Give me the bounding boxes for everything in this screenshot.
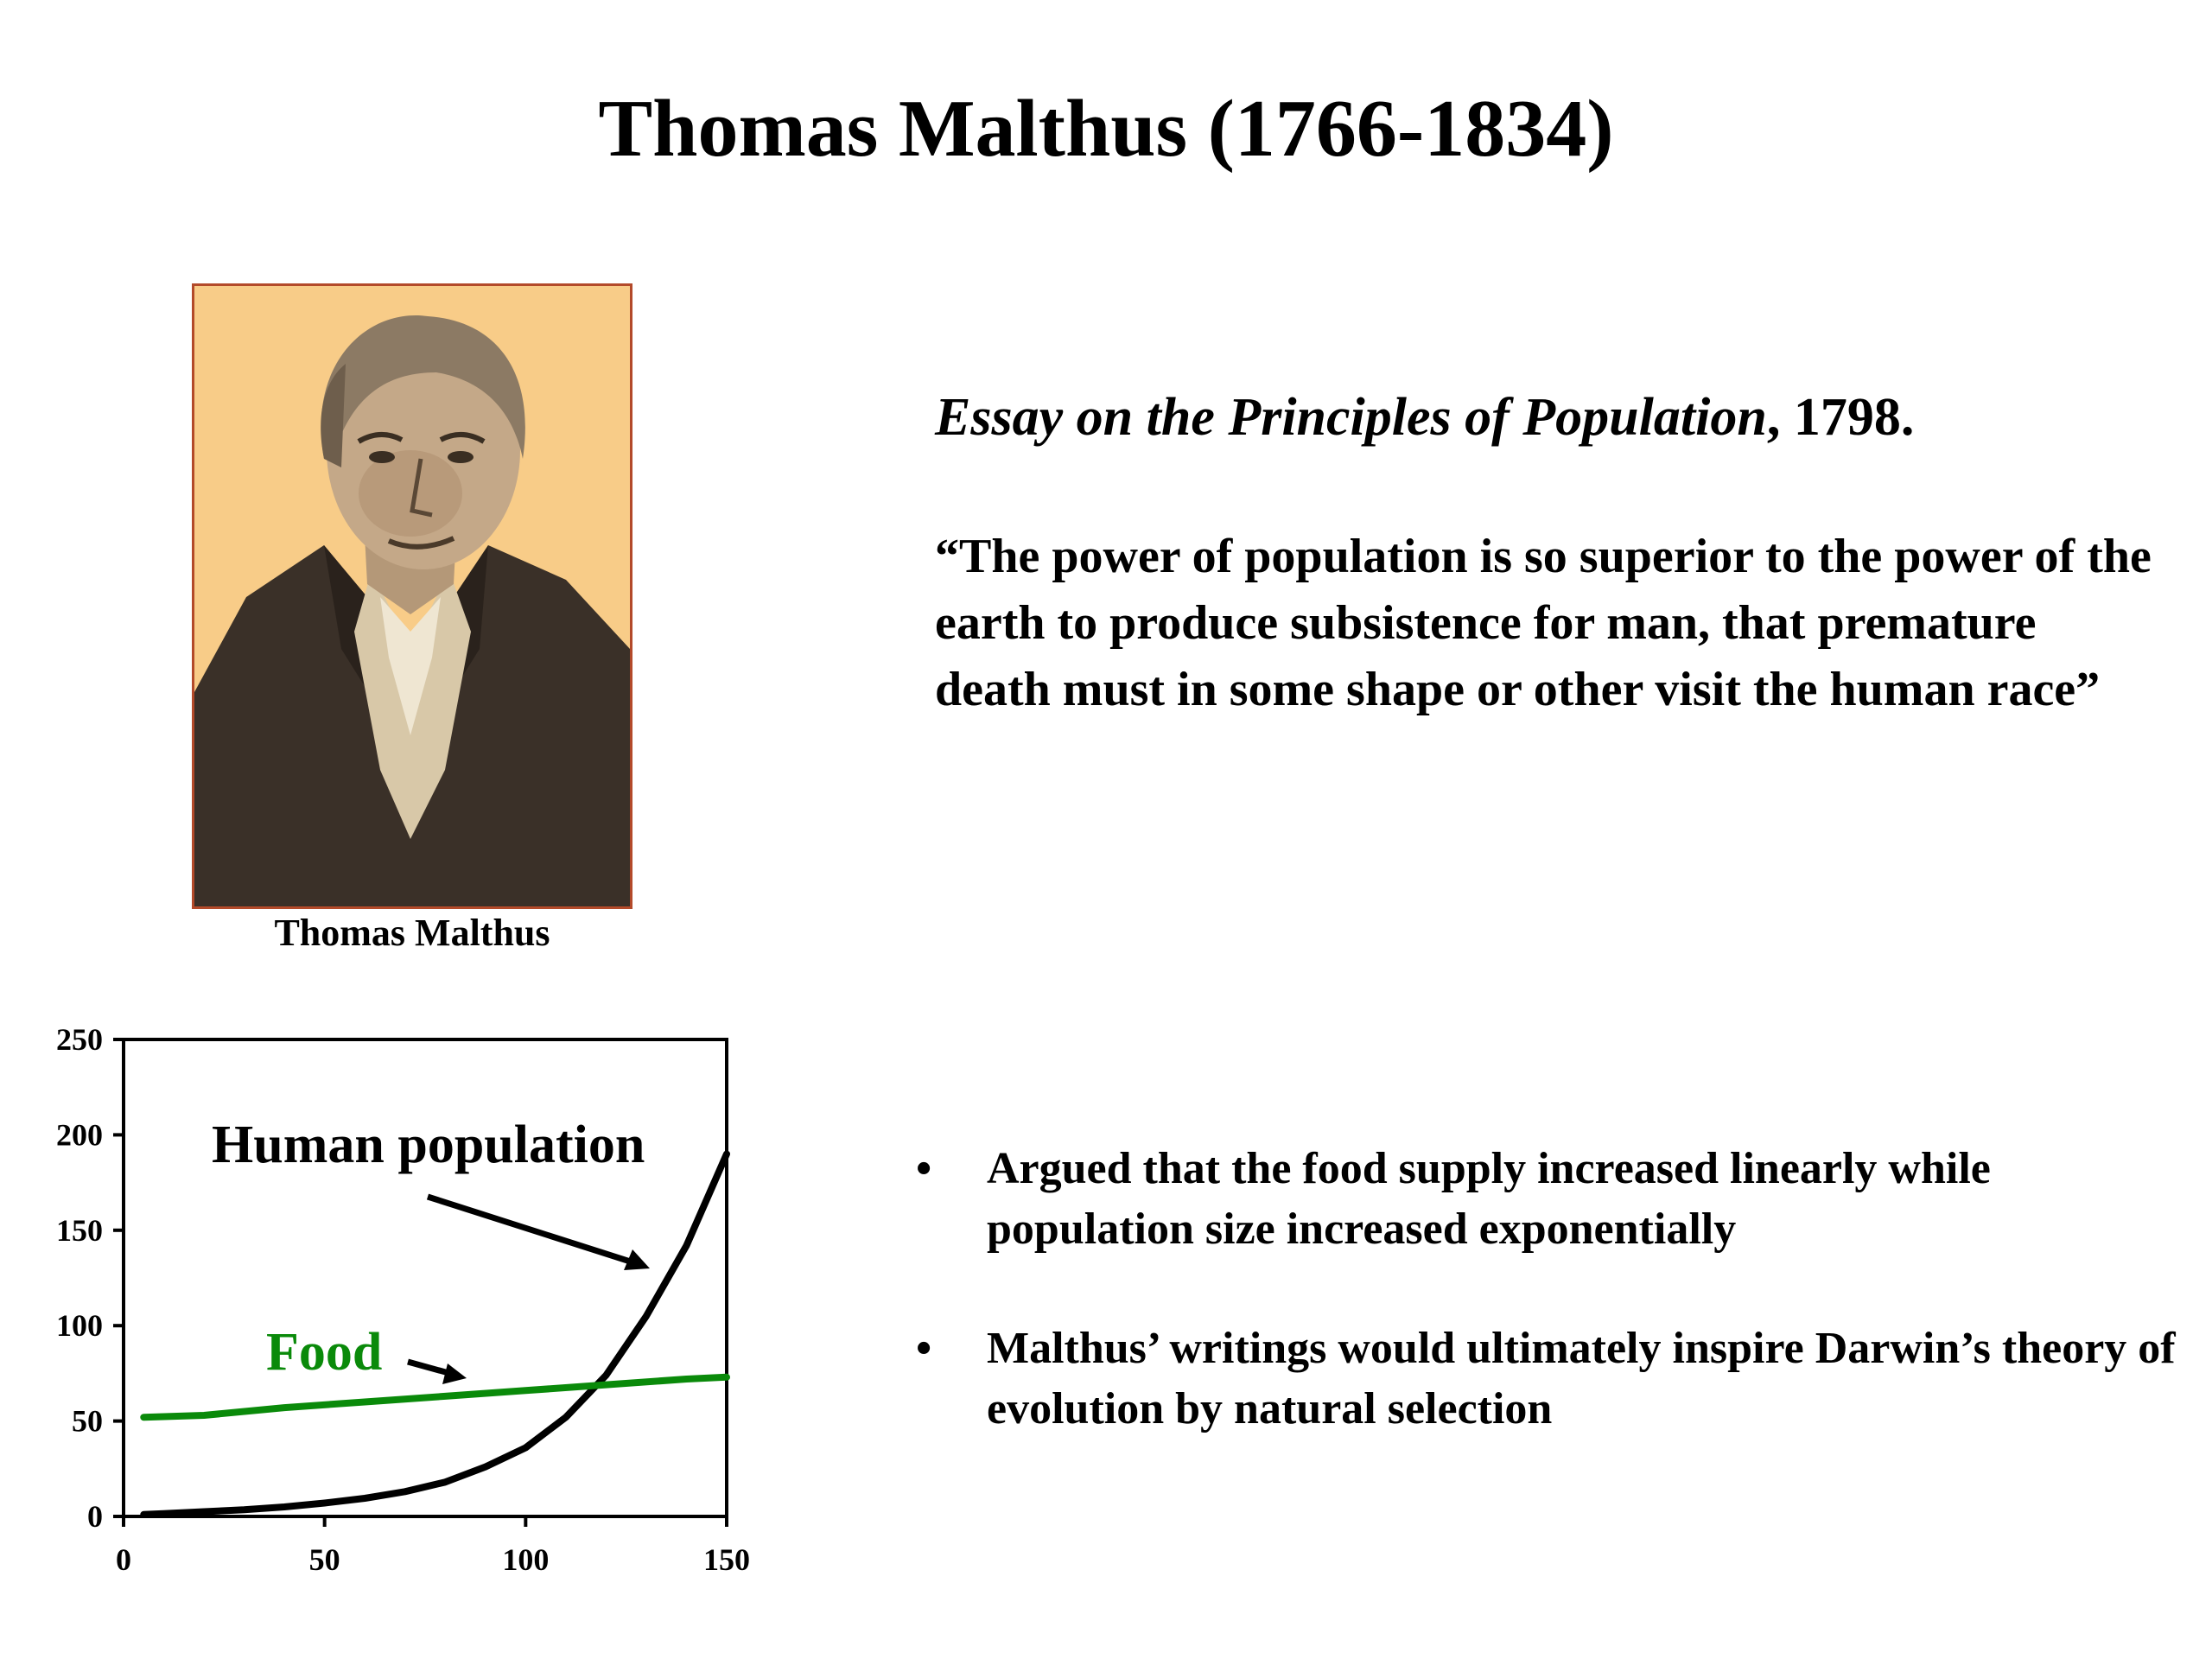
y-tick-label: 50 <box>72 1404 103 1439</box>
x-tick-label: 50 <box>309 1542 340 1577</box>
x-tick-label: 150 <box>703 1542 750 1577</box>
population-food-chart: 0 50 100 150 200 250 0 50 100 150 Human populatio… <box>56 1022 750 1577</box>
malthus-quote: “The power of population is so superior … <box>935 530 2152 716</box>
bullet-list: • Argued that the food supply increased … <box>899 1139 2186 1498</box>
series-label-human-population: Human population <box>212 1116 645 1174</box>
food-arrowhead <box>442 1363 467 1384</box>
bullet-text: Malthus’ writings would ultimately inspi… <box>987 1324 2176 1433</box>
bullet-item: • Malthus’ writings would ultimately ins… <box>899 1319 2186 1440</box>
y-tick-label: 0 <box>87 1499 103 1534</box>
bullet-text: Argued that the food supply increased li… <box>987 1144 1991 1254</box>
y-tick-label: 200 <box>56 1117 103 1152</box>
bullet-marker: • <box>916 1144 932 1193</box>
bullet-marker: • <box>916 1324 932 1373</box>
bullet-item: • Argued that the food supply increased … <box>899 1139 2186 1260</box>
y-tick-label: 250 <box>56 1022 103 1057</box>
y-tick-label: 150 <box>56 1213 103 1248</box>
portrait-image <box>192 283 632 909</box>
y-tick-label: 100 <box>56 1308 103 1343</box>
plot-area-frame <box>122 1038 728 1518</box>
portrait-caption: Thomas Malthus <box>274 912 550 954</box>
series-line-food <box>140 1373 730 1421</box>
essay-year: , 1798. <box>1766 388 1915 447</box>
x-tick-label: 100 <box>502 1542 549 1577</box>
series-label-food: Food <box>266 1323 382 1382</box>
essay-citation: Essay on the Principles of Population, 1… <box>935 385 2179 449</box>
population-arrow-shaft <box>426 1193 645 1269</box>
essay-book-title: Essay on the Principles of Population <box>935 388 1767 447</box>
series-line-human-population <box>140 1150 730 1518</box>
population-arrowhead <box>624 1249 650 1270</box>
x-tick-label: 0 <box>116 1542 131 1577</box>
slide-title: Thomas Malthus (1766-1834) <box>598 84 1614 174</box>
